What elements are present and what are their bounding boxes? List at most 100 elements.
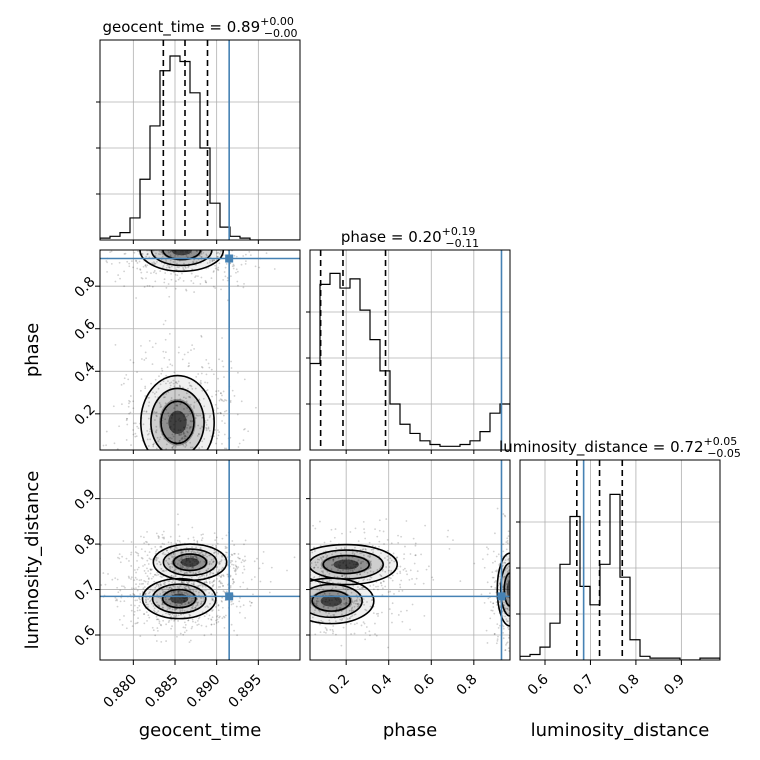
scatter-point (155, 574, 158, 577)
scatter-point (494, 587, 497, 589)
scatter-point (496, 639, 499, 642)
scatter-point (504, 615, 507, 618)
scatter-point (350, 591, 353, 594)
scatter-point (521, 597, 523, 599)
scatter-point (293, 548, 295, 550)
scatter-point (166, 457, 168, 459)
scatter-point (527, 587, 529, 589)
scatter-point (294, 576, 296, 578)
scatter-point (262, 236, 264, 238)
scatter-point (134, 622, 137, 625)
scatter-point (224, 545, 227, 548)
scatter-point (200, 597, 203, 600)
scatter-point (342, 587, 345, 590)
scatter-point (192, 556, 194, 559)
scatter-point (502, 550, 505, 553)
scatter-point (121, 585, 123, 588)
scatter-point (188, 571, 191, 573)
scatter-point (291, 574, 293, 576)
scatter-point (134, 223, 136, 225)
scatter-point (143, 246, 145, 248)
scatter-point (381, 587, 384, 590)
scatter-point (132, 429, 135, 431)
scatter-point (128, 412, 131, 415)
scatter-point (157, 573, 160, 576)
scatter-point (144, 580, 147, 583)
scatter-point (205, 625, 208, 628)
scatter-point (252, 593, 254, 596)
scatter-point (224, 547, 227, 550)
scatter-point (357, 602, 360, 605)
scatter-point (187, 549, 190, 552)
scatter-point (186, 407, 189, 409)
scatter-point (139, 268, 142, 271)
scatter-point (189, 609, 192, 612)
scatter-point (189, 426, 192, 428)
scatter-point (369, 570, 372, 573)
scatter-point (502, 637, 505, 640)
scatter-point (171, 447, 174, 449)
scatter-point (187, 587, 190, 589)
scatter-point (361, 587, 364, 590)
scatter-point (242, 439, 245, 442)
scatter-point (176, 635, 178, 638)
scatter-point (516, 587, 518, 589)
scatter-point (177, 614, 180, 617)
scatter-point (194, 555, 196, 558)
scatter-point (338, 607, 341, 610)
scatter-point (134, 422, 137, 425)
scatter-point (297, 573, 299, 575)
scatter-point (230, 553, 233, 556)
scatter-point (224, 614, 227, 617)
scatter-point (184, 434, 186, 437)
scatter-point (159, 563, 162, 566)
scatter-point (191, 268, 193, 271)
scatter-point (186, 426, 188, 429)
scatter-point (235, 255, 238, 258)
scatter-point (507, 620, 509, 623)
scatter-point (399, 586, 402, 589)
scatter-point (134, 435, 137, 438)
scatter-point (221, 566, 224, 569)
scatter-point (507, 669, 509, 671)
scatter-point (163, 278, 166, 281)
scatter-point (226, 551, 228, 554)
scatter-point (156, 618, 159, 621)
scatter-point (151, 346, 154, 349)
scatter-point (203, 576, 206, 579)
scatter-point (196, 585, 198, 588)
scatter-point (165, 392, 168, 395)
scatter-point (204, 279, 207, 282)
scatter-point (170, 399, 172, 402)
scatter-point (377, 585, 379, 588)
scatter-point (532, 538, 534, 540)
scatter-point (384, 570, 387, 573)
scatter-point (513, 567, 515, 569)
scatter-point (176, 548, 178, 550)
scatter-point (351, 610, 353, 613)
scatter-point (155, 640, 158, 642)
scatter-point (153, 607, 156, 610)
scatter-point (284, 568, 286, 570)
scatter-point (492, 602, 495, 605)
scatter-point (203, 574, 205, 577)
scatter-point (192, 597, 195, 600)
scatter-point (146, 252, 149, 255)
scatter-point (232, 263, 235, 266)
scatter-point (244, 539, 247, 542)
scatter-point (117, 556, 119, 559)
scatter-point (319, 556, 322, 559)
scatter-point (165, 267, 168, 269)
scatter-point (243, 565, 245, 568)
scatter-point (183, 586, 186, 589)
scatter-point (163, 583, 166, 586)
scatter-point (109, 251, 112, 253)
scatter-point (187, 456, 189, 458)
scatter-point (163, 226, 165, 228)
scatter-point (286, 564, 288, 566)
scatter-point (174, 575, 177, 578)
scatter-point (515, 584, 517, 586)
x-tick-label: 0.2 (326, 672, 353, 699)
scatter-point (146, 224, 148, 226)
scatter-point (189, 396, 192, 399)
